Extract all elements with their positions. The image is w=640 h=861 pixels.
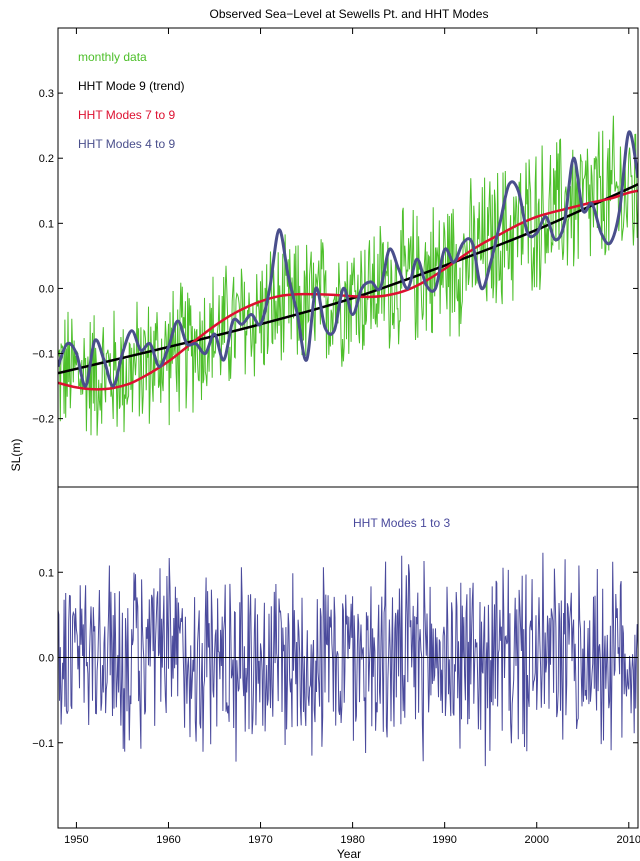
legend: monthly data HHT Mode 9 (trend) HHT Mode…	[78, 50, 184, 151]
xtick-label: 2000	[524, 834, 548, 846]
xtick-label: 2010	[617, 834, 640, 846]
chart-title: Observed Sea−Level at Sewells Pt. and HH…	[210, 7, 489, 21]
xtick-label: 1960	[156, 834, 180, 846]
series-modes-1-to-3	[58, 552, 638, 767]
top-ytick-label: 0.1	[39, 218, 54, 230]
xtick-label: 1990	[432, 834, 456, 846]
legend-modes-4-to-9: HHT Modes 4 to 9	[78, 137, 175, 151]
top-series-group	[58, 115, 638, 436]
bottom-panel: −0.1 0.0 0.1 HHT Modes 1 to 3	[32, 486, 639, 829]
top-axes: −0.2 −0.1 0.0 0.1 0.2 0.3	[32, 27, 639, 488]
top-ytick-label: −0.1	[32, 349, 54, 361]
bottom-ytick-label: 0.1	[39, 567, 54, 579]
top-ytick-label: −0.2	[32, 414, 54, 426]
bottom-series-group	[58, 552, 638, 767]
label-modes-1-to-3: HHT Modes 1 to 3	[353, 516, 450, 530]
legend-modes-7-to-9: HHT Modes 7 to 9	[78, 108, 175, 122]
top-ytick-label: 0.3	[39, 88, 54, 100]
xtick-label: 1950	[64, 834, 88, 846]
x-axis-label: Year	[337, 847, 361, 861]
series-modes-4-to-9	[58, 130, 638, 388]
series-modes-7-to-9	[58, 189, 638, 391]
xtick-label: 1970	[248, 834, 272, 846]
top-frame	[57, 27, 639, 488]
bottom-axes: −0.1 0.0 0.1	[32, 486, 639, 829]
legend-monthly-data: monthly data	[78, 50, 147, 64]
legend-mode9-trend: HHT Mode 9 (trend)	[78, 79, 184, 93]
top-ytick-label: 0.2	[39, 153, 54, 165]
x-axis: 1950 1960 1970 1980 1990 2000 2010	[64, 28, 640, 846]
top-panel: −0.2 −0.1 0.0 0.1 0.2 0.3 monthly data HHT Mo…	[32, 27, 639, 488]
top-ytick-label: 0.0	[39, 283, 54, 295]
series-monthly-data	[58, 115, 638, 436]
xtick-label: 1980	[340, 834, 364, 846]
y-axis-label: SL(m)	[9, 439, 23, 472]
bottom-ytick-label: 0.0	[39, 653, 54, 665]
bottom-ytick-label: −0.1	[32, 738, 54, 750]
